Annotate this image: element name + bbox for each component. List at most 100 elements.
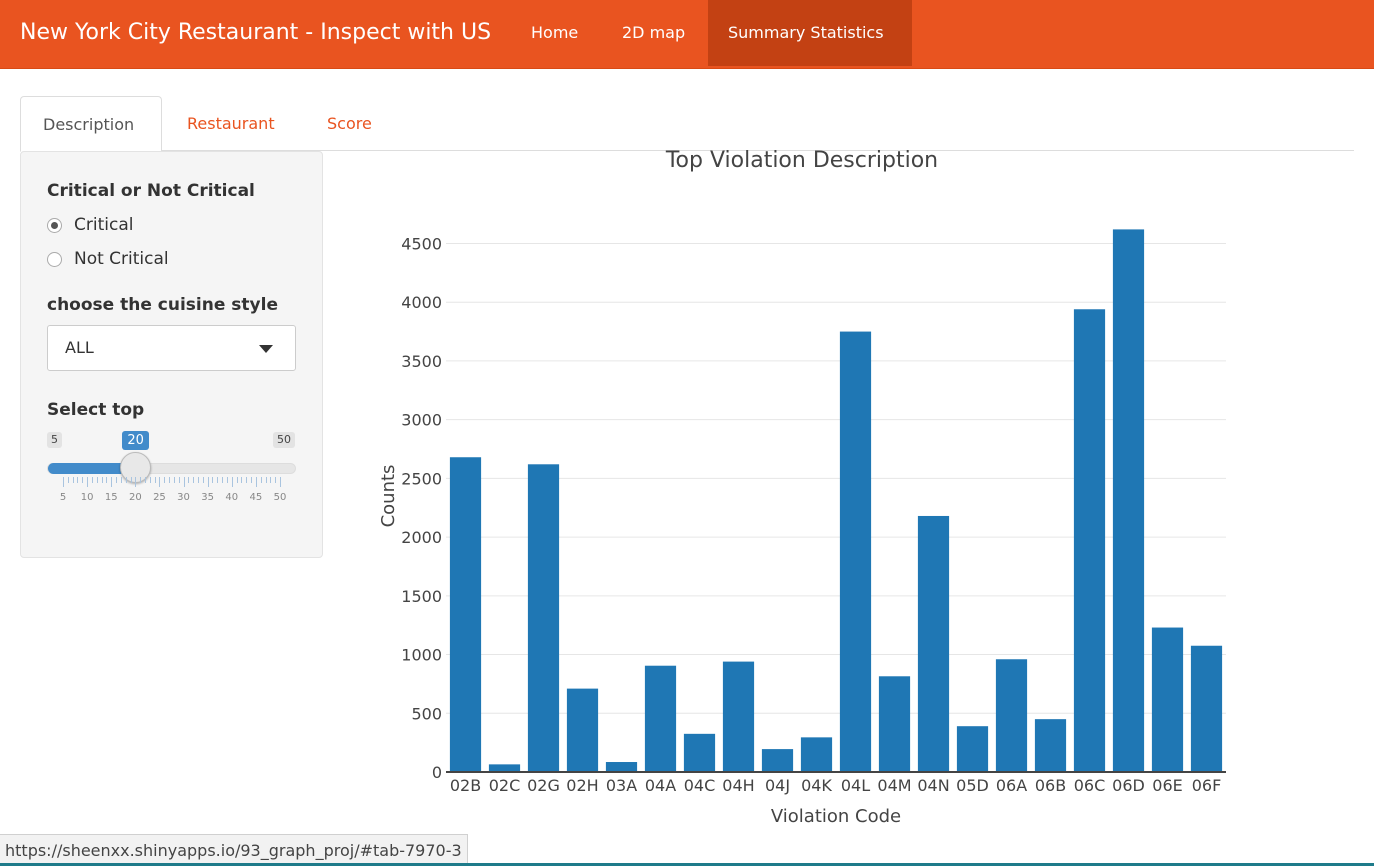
bar-04N[interactable] (917, 515, 950, 772)
bar-02H[interactable] (566, 688, 599, 772)
bar-06E[interactable] (1151, 627, 1184, 772)
tab-description[interactable]: Description (20, 96, 162, 152)
x-tick-label: 04C (684, 776, 716, 795)
slider-tick (159, 477, 161, 487)
bar-04K[interactable] (800, 737, 833, 772)
bar-04H[interactable] (722, 661, 755, 772)
nav-2d-map[interactable]: 2D map (622, 23, 686, 42)
x-tick-label: 04H (722, 776, 754, 795)
slider-tick (217, 477, 219, 483)
bar-04J[interactable] (761, 749, 794, 772)
slider-value-label: 20 (122, 431, 149, 450)
tab-score[interactable]: Score (327, 114, 372, 133)
slider-tick (111, 477, 113, 487)
slider-tick (241, 477, 243, 483)
radio-button-critical[interactable] (47, 217, 62, 233)
y-tick-label: 4500 (401, 234, 442, 253)
bar-04A[interactable] (644, 665, 677, 772)
x-tick-label: 02G (527, 776, 560, 795)
slider-tick (125, 477, 127, 483)
slider-tick (96, 477, 98, 483)
slider-tick-label: 50 (273, 492, 287, 503)
slider-tick (116, 477, 118, 483)
slider-fill (48, 463, 137, 474)
violation-bar-chart: Top Violation Description 0 500 1000 1500 20… (378, 148, 1226, 827)
radio-not-critical-label: Not Critical (74, 249, 169, 269)
slider-tick-label: 35 (201, 492, 215, 503)
bar-05D[interactable] (956, 726, 989, 772)
slider-tick (193, 477, 195, 483)
slider-tick-label: 40 (225, 492, 239, 503)
slider-tick (91, 477, 93, 483)
slider-tick (140, 477, 142, 483)
radio-not-critical[interactable]: Not Critical (47, 248, 169, 270)
x-tick-label: 04M (877, 776, 911, 795)
x-tick-label: 02H (566, 776, 598, 795)
slider-tick (82, 477, 84, 483)
nav-summary-statistics[interactable]: Summary Statistics (708, 0, 912, 66)
y-tick-label: 1000 (401, 646, 442, 665)
slider-tick (149, 477, 151, 483)
bar-04M[interactable] (878, 676, 911, 772)
slider-tick-label: 15 (104, 492, 118, 503)
y-axis-label: Counts (378, 465, 399, 528)
chevron-down-icon (259, 345, 273, 353)
slider-tick (207, 477, 209, 487)
bar-04L[interactable] (839, 331, 872, 772)
slider-tick (164, 477, 166, 483)
x-tick-label: 02B (450, 776, 481, 795)
slider-tick (183, 477, 185, 487)
slider-tick (178, 477, 180, 483)
x-tick-label: 05D (956, 776, 989, 795)
radio-critical[interactable]: Critical (47, 214, 133, 236)
bar-03A[interactable] (605, 762, 638, 772)
slider-tick-label: 30 (177, 492, 190, 503)
x-tick-label: 06B (1035, 776, 1066, 795)
slider-tick (275, 477, 277, 483)
x-tick-label: 04L (841, 776, 870, 795)
slider-max-label: 50 (273, 432, 295, 448)
slider-tick (280, 477, 281, 487)
slider-track[interactable] (47, 463, 296, 474)
sidebar-panel: Critical or Not Critical Critical Not Cr… (20, 151, 323, 558)
bar-06C[interactable] (1073, 309, 1106, 772)
slider-tick (87, 477, 89, 487)
slider-min-label: 5 (47, 432, 62, 448)
cuisine-select[interactable]: ALL (47, 325, 296, 371)
bar-06A[interactable] (995, 659, 1028, 772)
slider-tick-label: 25 (153, 492, 166, 503)
x-tick-label: 06E (1152, 776, 1182, 795)
tab-restaurant[interactable]: Restaurant (187, 114, 275, 133)
slider-tick (130, 477, 132, 483)
x-tick-label: 06A (996, 776, 1027, 795)
y-axis-ticks: 0 500 1000 1500 2000 2500 3000 3500 4000 4500 (401, 234, 442, 782)
slider-tick (198, 477, 200, 483)
y-tick-label: 1500 (401, 587, 442, 606)
bar-06D[interactable] (1112, 229, 1145, 772)
slider-ticks: 5 10 15 20 25 30 35 40 45 50 (47, 477, 296, 507)
slider-tick (236, 477, 238, 483)
y-tick-label: 0 (432, 763, 442, 782)
y-tick-label: 3500 (401, 352, 442, 371)
y-tick-label: 3000 (401, 411, 442, 430)
y-tick-label: 2000 (401, 528, 442, 547)
x-tick-label: 06F (1192, 776, 1222, 795)
slider-tick-label: 45 (249, 492, 263, 503)
slider-tick (120, 477, 122, 483)
bar-04C[interactable] (683, 733, 716, 772)
chart-title: Top Violation Description (665, 148, 938, 173)
bar-02C[interactable] (488, 764, 521, 772)
select-top-label: Select top (47, 400, 145, 420)
slider-tick (173, 477, 175, 483)
bar-06B[interactable] (1034, 719, 1067, 772)
bar-02B[interactable] (449, 457, 482, 772)
app-brand[interactable]: New York City Restaurant - Inspect with … (20, 20, 492, 45)
nav-home[interactable]: Home (531, 23, 579, 42)
slider-tick (101, 477, 103, 483)
bar-06F[interactable] (1190, 645, 1223, 772)
slider-tick (260, 477, 262, 483)
radio-button-not-critical[interactable] (47, 251, 62, 267)
slider-tick (144, 477, 146, 483)
bar-02G[interactable] (527, 464, 560, 772)
critical-label: Critical or Not Critical (47, 181, 255, 201)
